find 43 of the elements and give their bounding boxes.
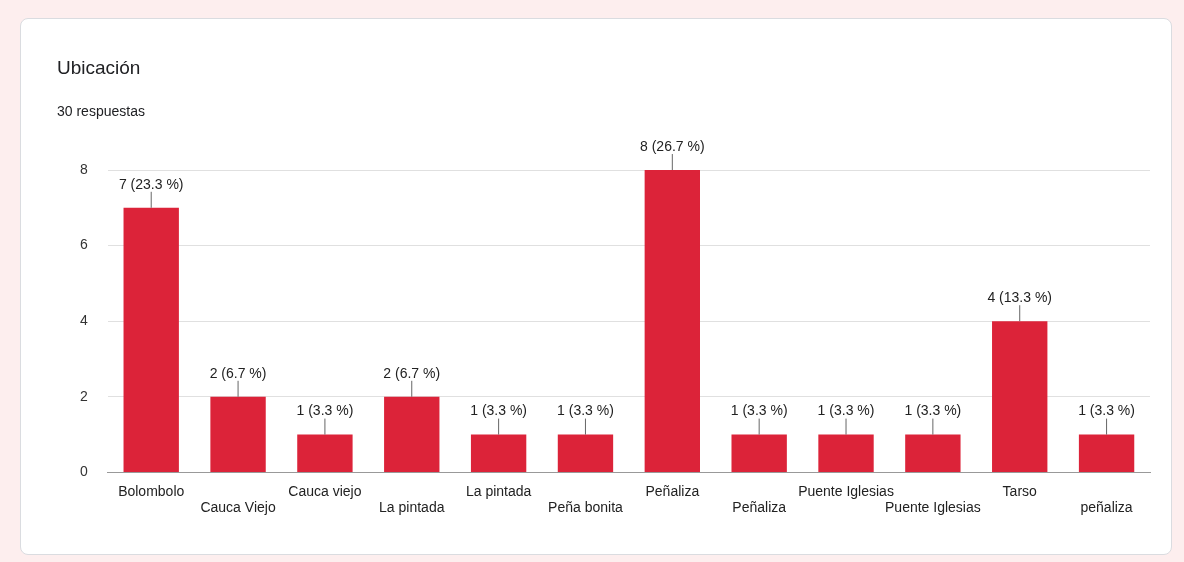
chart-title: Ubicación [57,57,141,79]
data-label: 2 (6.7 %) [383,364,441,381]
data-label: 1 (3.3 %) [1078,402,1135,419]
data-label: 1 (3.3 %) [730,402,788,419]
data-label: 1 (3.3 %) [470,402,528,419]
data-label: 1 (3.3 %) [904,402,962,419]
data-label: 2 (6.7 %) [209,364,267,381]
bar [470,434,527,472]
x-tick-label: Puente Iglesias [885,499,981,516]
data-label: 1 (3.3 %) [817,402,875,419]
x-tick-label: peñaliza [1080,499,1133,516]
y-tick-label: 8 [79,160,88,177]
bar [123,207,179,472]
x-tick-label: Bolombolo [118,482,185,499]
x-tick-label: Peñaliza [645,482,700,499]
bar [557,434,614,472]
data-label: 8 (26.7 %) [640,137,705,154]
chart-subtitle: 30 respuestas [57,103,145,119]
bar [905,434,961,472]
y-tick-label: 2 [79,387,88,404]
bar [644,170,700,472]
y-tick-label: 4 [79,312,88,329]
x-tick-label: Peñaliza [732,499,787,516]
data-label: 4 (13.3 %) [987,289,1053,306]
x-tick-label: Cauca viejo [288,482,362,499]
bar [384,396,440,472]
x-tick-label: Cauca Viejo [200,499,276,516]
y-tick-label: 0 [79,463,88,480]
x-tick-label: La pintada [465,482,532,499]
data-label: 7 (23.3 %) [118,175,184,192]
data-label: 1 (3.3 %) [557,402,614,419]
bar [731,434,787,472]
x-tick-label: Tarso [1002,482,1038,499]
data-label: 1 (3.3 %) [296,402,354,419]
bar [1078,434,1135,472]
x-tick-label: Puente Iglesias [798,482,894,499]
bar [818,434,874,472]
y-tick-label: 6 [79,236,88,253]
bar [297,434,353,472]
bar [210,396,266,472]
x-tick-label: Peña bonita [548,499,624,516]
bar [992,321,1048,472]
x-tick-label: La pintada [379,499,445,516]
